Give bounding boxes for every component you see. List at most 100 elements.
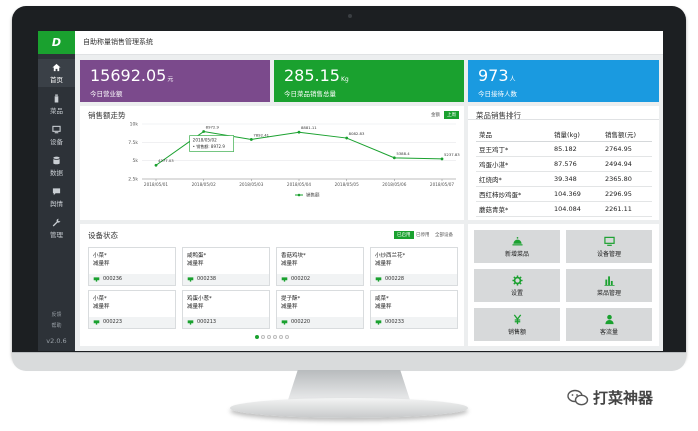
sidebar-item-home[interactable]: 首页 bbox=[38, 59, 75, 87]
stat-card-weight[interactable]: 285.15Kg 今日菜品销售总量 bbox=[274, 60, 464, 102]
sales-cell: 2296.95 bbox=[602, 186, 652, 202]
help-link[interactable]: 帮助 bbox=[51, 323, 62, 329]
sidebar-item-sentiment[interactable]: 舆情 bbox=[38, 183, 75, 211]
data-label: 8082.83 bbox=[349, 131, 365, 136]
device-card[interactable]: 咸菜* 减量秤 000233 bbox=[370, 290, 458, 329]
tooltip-value: • 销售额: 8972.9 bbox=[193, 143, 226, 149]
wechat-logo-icon bbox=[567, 389, 589, 405]
watermark-text: 打菜神器 bbox=[593, 389, 654, 407]
legend-marker bbox=[297, 193, 301, 197]
sidebar-item-devices[interactable]: 设备 bbox=[38, 121, 75, 149]
sidebar-item-management[interactable]: 管理 bbox=[38, 214, 75, 242]
column-header: 菜品 bbox=[476, 127, 551, 142]
scale-status-icon bbox=[375, 277, 382, 282]
device-name: 提子酥* bbox=[281, 296, 301, 302]
app-screen: D 首页 菜品 设备 数据 舆情 管理 反馈 帮助 v2.0.6 自助称量销售 bbox=[38, 31, 663, 351]
device-pagination bbox=[255, 335, 295, 341]
settings-button[interactable]: 设置 bbox=[474, 269, 560, 302]
device-card[interactable]: 小菜* 减量秤 000223 bbox=[88, 290, 176, 329]
filter-disabled[interactable]: 已停用 bbox=[416, 233, 430, 238]
filter-all[interactable]: 全部设备 bbox=[435, 233, 453, 238]
wrench-icon bbox=[52, 218, 61, 226]
sales-cell: 2494.94 bbox=[602, 156, 652, 172]
x-tick-label: 2018/05/07 bbox=[430, 182, 454, 187]
table-row[interactable]: 豆王鸡丁* 85.182 2764.95 bbox=[476, 141, 652, 157]
legend-label: 销售额 bbox=[306, 192, 320, 199]
app-logo[interactable]: D bbox=[38, 31, 75, 54]
y-tick-label: 10k bbox=[130, 122, 139, 128]
stat-card-revenue[interactable]: 15692.05元 今日营业额 bbox=[80, 60, 270, 102]
data-label: 5237.83 bbox=[444, 152, 460, 157]
sales-button[interactable]: 销售额 bbox=[474, 308, 560, 341]
table-row[interactable]: 蘑菇青菜* 104.084 2261.11 bbox=[476, 201, 652, 217]
stat-card-visitors[interactable]: 973人 今日接待人数 bbox=[468, 60, 659, 102]
monitor-stand-base bbox=[230, 398, 468, 418]
device-card[interactable]: 鸡蛋小葱* 减量秤 000213 bbox=[182, 290, 270, 329]
device-code: 000238 bbox=[197, 276, 217, 282]
feedback-link[interactable]: 反馈 bbox=[51, 312, 62, 318]
table-header-row: 菜品 销量(kg) 销售额(元) bbox=[476, 127, 652, 142]
dish-cell: 鸡蛋小湛* bbox=[476, 156, 551, 172]
action-label: 设置 bbox=[510, 289, 523, 297]
sidebar-item-label: 设备 bbox=[50, 137, 63, 146]
add-dish-button[interactable]: 新增菜品 bbox=[474, 230, 560, 263]
yen-icon bbox=[513, 314, 521, 324]
stat-unit: 元 bbox=[167, 76, 174, 83]
pagination-dot[interactable] bbox=[273, 335, 277, 339]
device-management-button[interactable]: 设备管理 bbox=[566, 230, 652, 263]
dish-cell: 西红柿炒鸡蛋* bbox=[476, 186, 551, 202]
ranking-panel: 菜品销售排行 菜品 销量(kg) 销售额(元) 豆王鸡丁* 85.182 2764.… bbox=[468, 106, 659, 220]
app-title: 自助称量销售管理系统 bbox=[83, 38, 153, 46]
scale-status-icon bbox=[93, 277, 100, 282]
chart-tooltip bbox=[189, 135, 234, 152]
device-card[interactable]: 小炒西兰花* 减量秤 000228 bbox=[370, 247, 458, 286]
sidebar-item-label: 菜品 bbox=[50, 106, 63, 115]
sales-line-chart: 10k 7.5k 5k 2.5k 2018/05/01 2018/05/02 2018/05… bbox=[128, 122, 460, 199]
scale-status-icon bbox=[375, 320, 382, 325]
data-point bbox=[440, 157, 444, 161]
stat-value: 285.15 bbox=[284, 66, 340, 85]
device-name: 小菜* bbox=[93, 296, 107, 302]
monitor-icon bbox=[52, 125, 61, 133]
sidebar-item-dishes[interactable]: 菜品 bbox=[38, 90, 75, 118]
amount-toggle[interactable]: 金额 bbox=[431, 113, 440, 118]
data-point bbox=[154, 163, 158, 167]
table-row[interactable]: 鸡蛋小湛* 87.576 2494.94 bbox=[476, 156, 652, 172]
tooltip-date: 2018/05/02 bbox=[193, 138, 217, 143]
sidebar-item-data[interactable]: 数据 bbox=[38, 152, 75, 180]
chat-icon bbox=[52, 187, 61, 195]
sales-trend-panel: 销售额走势 金额 上周 10k 7.5k 5k 2.5k 2018/05/01 2018/… bbox=[80, 106, 464, 220]
action-label: 新增菜品 bbox=[504, 250, 529, 258]
device-card[interactable]: 香菇鸡块* 减量秤 000202 bbox=[276, 247, 364, 286]
home-icon bbox=[52, 63, 61, 71]
table-row[interactable]: 红烧肉* 39.348 2365.80 bbox=[476, 171, 652, 187]
week-toggle[interactable]: 上周 bbox=[444, 111, 459, 119]
column-header: 销售额(元) bbox=[602, 127, 652, 142]
stat-value: 15692.05 bbox=[90, 66, 167, 85]
device-card[interactable]: 咸鸭蛋* 减量秤 000238 bbox=[182, 247, 270, 286]
traffic-button[interactable]: 客流量 bbox=[566, 308, 652, 341]
dish-management-button[interactable]: 菜品管理 bbox=[566, 269, 652, 302]
pagination-dot[interactable] bbox=[261, 335, 265, 339]
scale-status-icon bbox=[281, 320, 288, 325]
pagination-dot[interactable] bbox=[285, 335, 289, 339]
device-card[interactable]: 小菜* 减量秤 000236 bbox=[88, 247, 176, 286]
pagination-dot[interactable] bbox=[267, 335, 271, 339]
y-tick-label: 2.5k bbox=[128, 177, 138, 183]
x-tick-label: 2018/05/06 bbox=[382, 182, 406, 187]
table-row[interactable]: 西红柿炒鸡蛋* 104.369 2296.95 bbox=[476, 186, 652, 202]
data-label: 8972.9 bbox=[206, 125, 220, 130]
device-type: 减量秤 bbox=[281, 261, 298, 267]
weight-cell: 87.576 bbox=[551, 156, 602, 172]
pagination-dot[interactable] bbox=[255, 335, 259, 339]
dish-cell: 红烧肉* bbox=[476, 171, 551, 187]
scale-status-icon bbox=[93, 320, 100, 325]
filter-enabled[interactable]: 已启用 bbox=[394, 231, 414, 239]
device-card[interactable]: 提子酥* 减量秤 000220 bbox=[276, 290, 364, 329]
pagination-dot[interactable] bbox=[279, 335, 283, 339]
stat-label: 今日接待人数 bbox=[478, 90, 517, 98]
stat-label: 今日营业额 bbox=[90, 90, 123, 98]
data-point bbox=[249, 138, 253, 141]
stat-value: 973 bbox=[478, 66, 509, 85]
weight-cell: 104.369 bbox=[551, 186, 602, 202]
